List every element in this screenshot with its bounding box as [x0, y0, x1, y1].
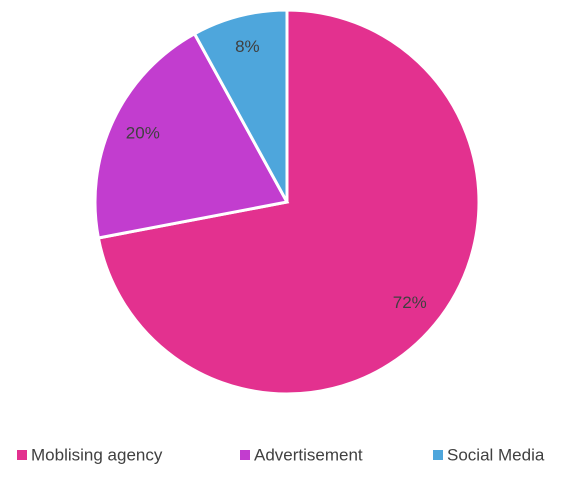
data-label: 20% [126, 124, 160, 143]
legend-swatch [433, 450, 443, 460]
data-label: 72% [393, 293, 427, 312]
legend-swatch [17, 450, 27, 460]
legend-label: Social Media [447, 445, 545, 464]
data-label: 8% [235, 37, 260, 56]
pie-slice [192, 8, 289, 203]
legend-label: Moblising agency [31, 445, 163, 464]
legend-label: Advertisement [254, 445, 363, 464]
legend-swatch [240, 450, 250, 460]
pie-slice [93, 31, 290, 240]
